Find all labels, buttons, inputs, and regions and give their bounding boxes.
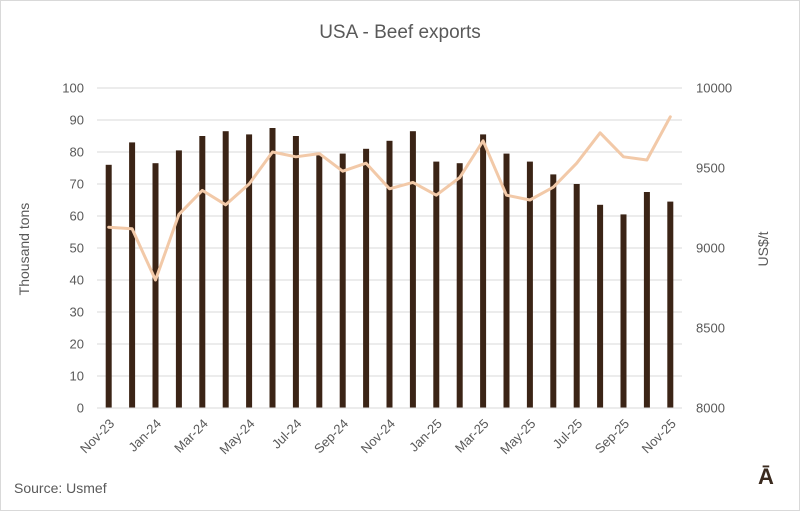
x-tick-label: Mar-24 bbox=[171, 416, 211, 456]
y-left-tick-label: 20 bbox=[70, 337, 84, 352]
x-tick-label: Nov-23 bbox=[77, 416, 117, 456]
bar bbox=[199, 136, 206, 408]
bar bbox=[597, 204, 604, 408]
bar bbox=[363, 148, 370, 409]
bar bbox=[105, 164, 112, 408]
bar bbox=[620, 214, 627, 408]
bar bbox=[409, 131, 416, 408]
brand-logo: Ā bbox=[758, 464, 774, 489]
price-line bbox=[107, 115, 672, 282]
x-tick-label: Nov-24 bbox=[358, 416, 398, 456]
y-right-tick-label: 8500 bbox=[696, 321, 725, 336]
y-axis-right-label: US$/t bbox=[755, 231, 771, 266]
chart-title: USA - Beef exports bbox=[319, 22, 481, 43]
bar bbox=[643, 192, 650, 408]
bar bbox=[269, 128, 276, 408]
bar bbox=[222, 131, 229, 408]
y-right-tick-label: 9000 bbox=[696, 241, 725, 256]
x-tick-label: Jul-24 bbox=[269, 416, 305, 452]
bar bbox=[480, 134, 487, 408]
y-right-tick-label: 9500 bbox=[696, 161, 725, 176]
source-note: Source: Usmef bbox=[14, 480, 107, 496]
x-tick-label: Sep-25 bbox=[592, 416, 632, 456]
y-left-tick-label: 60 bbox=[70, 209, 84, 224]
x-tick-label: Jul-25 bbox=[550, 416, 586, 452]
y-left-tick-label: 10 bbox=[70, 369, 84, 384]
x-tick-label: Jan-25 bbox=[406, 416, 445, 455]
y-right-tick-label: 8000 bbox=[696, 401, 725, 416]
bar bbox=[456, 163, 463, 408]
x-tick-label: May-24 bbox=[216, 416, 257, 457]
y-axis-left-label: Thousand tons bbox=[16, 203, 32, 296]
axes: 0 10 20 30 40 50 60 70 80 90 100 8000 8500 9000 9500 10… bbox=[62, 81, 732, 458]
bar bbox=[339, 153, 346, 408]
bar-series bbox=[105, 128, 674, 409]
x-tick-label: Sep-24 bbox=[311, 416, 351, 456]
y-right-tick-label: 10000 bbox=[696, 81, 732, 96]
x-tick-label: Jan-24 bbox=[125, 416, 164, 455]
bar bbox=[526, 161, 533, 408]
bar bbox=[246, 134, 253, 408]
y-left-tick-label: 40 bbox=[70, 273, 84, 288]
bar bbox=[152, 163, 159, 408]
y-left-tick-label: 0 bbox=[77, 401, 84, 416]
bar bbox=[292, 136, 299, 408]
bar bbox=[175, 150, 182, 408]
bar bbox=[573, 184, 580, 408]
gridlines bbox=[97, 87, 682, 377]
y-left-tick-label: 50 bbox=[70, 241, 84, 256]
x-tick-label: Mar-25 bbox=[452, 416, 492, 456]
y-left-tick-label: 70 bbox=[70, 177, 84, 192]
y-left-tick-label: 30 bbox=[70, 305, 84, 320]
bar bbox=[550, 174, 557, 408]
bar bbox=[433, 161, 440, 408]
y-left-tick-label: 100 bbox=[62, 81, 84, 96]
bar bbox=[667, 201, 674, 408]
y-left-tick-label: 90 bbox=[70, 113, 84, 128]
x-tick-label: Nov-25 bbox=[639, 416, 679, 456]
x-tick-label: May-25 bbox=[497, 416, 538, 457]
bar bbox=[386, 140, 393, 409]
line-series bbox=[107, 115, 672, 282]
y-left-tick-label: 80 bbox=[70, 145, 84, 160]
bar bbox=[129, 142, 136, 408]
bar bbox=[503, 153, 510, 408]
bar bbox=[316, 155, 323, 408]
